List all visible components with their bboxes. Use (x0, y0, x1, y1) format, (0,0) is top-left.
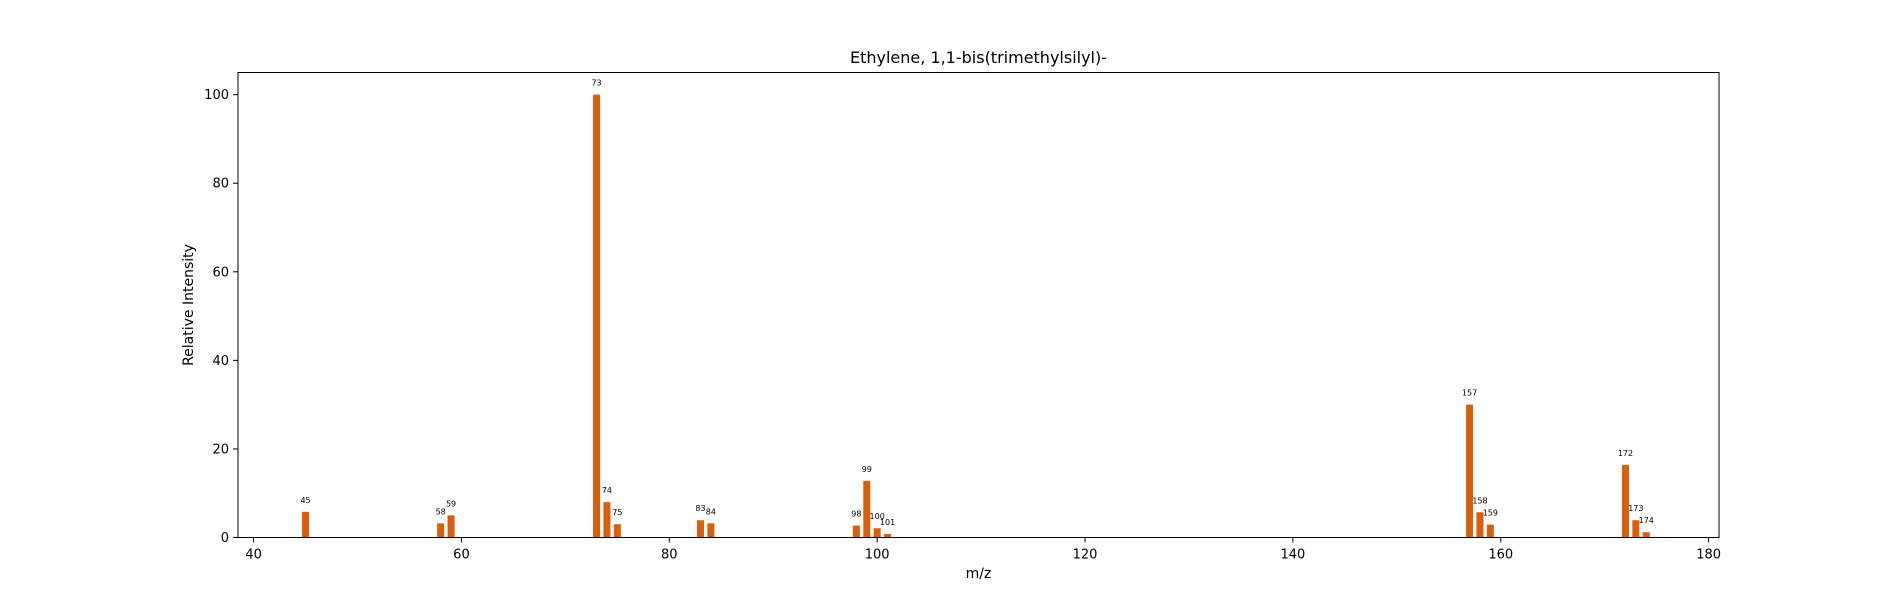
peak-label-100: 100 (870, 512, 885, 521)
peak-label-74: 74 (602, 486, 612, 495)
bar-mz-58 (437, 523, 445, 538)
x-axis-ticks: 40 60 80 100 120 140 160 180 (245, 537, 1721, 563)
bar-mz-59 (447, 515, 455, 538)
peak-label-83: 83 (695, 504, 705, 513)
y-tick-label: 80 (212, 177, 229, 192)
bar-mz-45 (302, 511, 310, 538)
bar-mz-98 (852, 525, 860, 538)
x-tick-label: 180 (1696, 548, 1721, 563)
peak-label-73: 73 (591, 79, 601, 88)
plot-frame (237, 72, 1720, 538)
bar-mz-75 (613, 524, 621, 538)
peak-label-84: 84 (706, 507, 716, 516)
bar-mz-99 (863, 480, 871, 538)
bars-group (302, 94, 1650, 538)
bar-mz-159 (1486, 524, 1494, 538)
x-tick-label: 80 (661, 548, 678, 563)
x-tick-label: 160 (1488, 548, 1513, 563)
peak-label-174: 174 (1639, 516, 1654, 525)
x-tick-label: 40 (245, 548, 262, 563)
peak-label-173: 173 (1628, 504, 1643, 513)
peak-label-172: 172 (1618, 449, 1633, 458)
bar-mz-84 (707, 523, 715, 538)
bar-mz-74 (603, 502, 611, 538)
peak-label-159: 159 (1483, 509, 1498, 518)
x-axis-label: m/z (966, 566, 992, 582)
y-tick-label: 20 (212, 442, 229, 457)
x-tick-label: 120 (1073, 548, 1098, 563)
bar-mz-172 (1621, 464, 1629, 538)
y-tick-label: 60 (212, 265, 229, 280)
peak-label-101: 101 (880, 518, 895, 527)
bar-mz-158 (1476, 512, 1484, 538)
bar-mz-83 (696, 520, 704, 538)
y-tick-label: 40 (212, 354, 229, 369)
y-tick-label: 0 (221, 531, 229, 546)
x-tick-label: 140 (1280, 548, 1305, 563)
peak-label-99: 99 (862, 465, 872, 474)
peak-label-158: 158 (1472, 496, 1487, 505)
peak-label-157: 157 (1462, 389, 1477, 398)
peak-label-58: 58 (436, 507, 446, 516)
peak-label-98: 98 (851, 510, 861, 519)
peak-label-59: 59 (446, 499, 456, 508)
bar-mz-100 (873, 528, 881, 538)
x-tick-label: 100 (865, 548, 890, 563)
peak-label-75: 75 (612, 508, 622, 517)
bar-mz-173 (1632, 520, 1640, 538)
peak-label-45: 45 (300, 496, 310, 505)
bar-mz-157 (1466, 404, 1474, 538)
bar-mz-174 (1642, 532, 1650, 538)
y-axis-ticks: 0 20 40 60 80 100 (204, 88, 238, 546)
chart-title: Ethylene, 1,1-bis(trimethylsilyl)- (850, 48, 1107, 67)
y-axis-label: Relative Intensity (181, 244, 197, 366)
bar-mz-73 (593, 94, 601, 538)
y-tick-label: 100 (204, 88, 229, 103)
bar-mz-101 (884, 533, 892, 538)
x-tick-label: 60 (453, 548, 470, 563)
